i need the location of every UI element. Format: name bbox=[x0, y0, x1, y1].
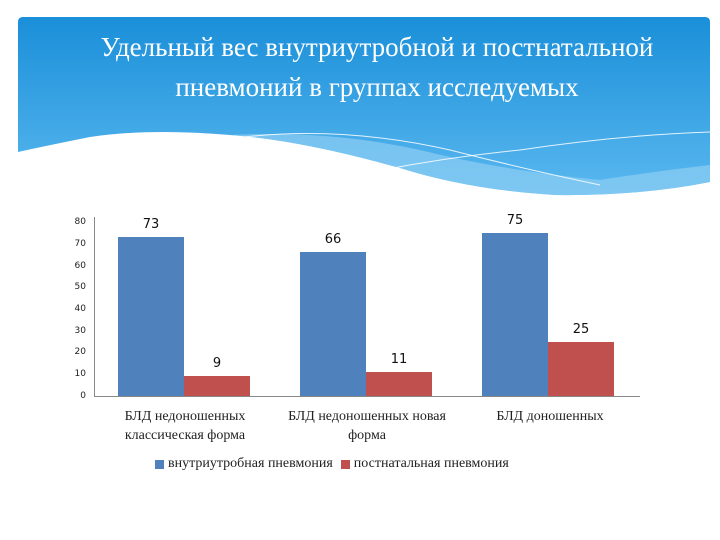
category-label-1-line-2: классическая форма bbox=[124, 428, 246, 443]
category-label-3-line-1: БЛД доношенных bbox=[496, 409, 604, 424]
slide-title-line-1: Удельный вес внутриутробной и постнаталь… bbox=[100, 32, 654, 62]
bar-postnatal-2 bbox=[366, 372, 432, 396]
bar-intrauterine-3 bbox=[482, 233, 548, 396]
bar-postnatal-1 bbox=[184, 376, 250, 396]
y-tick-20: 20 bbox=[74, 347, 86, 357]
data-label-postnatal-1: 9 bbox=[212, 356, 222, 371]
y-tick-10: 10 bbox=[74, 369, 86, 379]
category-label-1: БЛД недоношенных классическая форма bbox=[100, 407, 270, 445]
y-tick-60: 60 bbox=[74, 261, 86, 271]
category-label-2: БЛД недоношенных новая форма bbox=[272, 407, 462, 445]
slide-title-line-2: пневмоний в группах исследуемых bbox=[175, 72, 579, 102]
x-axis-line bbox=[94, 396, 640, 397]
y-axis-line bbox=[94, 217, 95, 397]
category-label-3: БЛД доношенных bbox=[475, 407, 625, 426]
category-label-2-line-1: БЛД недоношенных новая bbox=[288, 409, 446, 424]
chart-legend: внутриутробная пневмония постнатальная п… bbox=[155, 456, 517, 472]
category-label-2-line-2: форма bbox=[348, 428, 386, 443]
data-label-intrauterine-3: 75 bbox=[506, 213, 524, 228]
legend-item-postnatal: постнатальная пневмония bbox=[340, 456, 509, 472]
category-label-1-line-1: БЛД недоношенных bbox=[124, 409, 246, 424]
legend-label-intrauterine: внутриутробная пневмония bbox=[168, 456, 333, 471]
bar-postnatal-3 bbox=[548, 342, 614, 396]
bar-intrauterine-1 bbox=[118, 237, 184, 396]
data-label-postnatal-2: 11 bbox=[390, 352, 408, 367]
y-tick-40: 40 bbox=[74, 304, 86, 314]
data-label-intrauterine-1: 73 bbox=[142, 217, 160, 232]
legend-swatch-red-icon bbox=[340, 459, 350, 469]
y-tick-80: 80 bbox=[74, 217, 86, 227]
data-label-intrauterine-2: 66 bbox=[324, 232, 342, 247]
y-tick-70: 70 bbox=[74, 239, 86, 249]
bar-intrauterine-2 bbox=[300, 252, 366, 396]
title-banner bbox=[18, 17, 711, 196]
legend-label-postnatal: постнатальная пневмония bbox=[353, 456, 509, 471]
legend-swatch-blue-icon bbox=[155, 459, 164, 469]
data-label-postnatal-3: 25 bbox=[572, 322, 590, 337]
y-tick-0: 0 bbox=[80, 391, 86, 401]
y-tick-50: 50 bbox=[74, 282, 86, 292]
legend-item-intrauterine: внутриутробная пневмония bbox=[155, 456, 333, 472]
y-tick-30: 30 bbox=[74, 326, 86, 336]
